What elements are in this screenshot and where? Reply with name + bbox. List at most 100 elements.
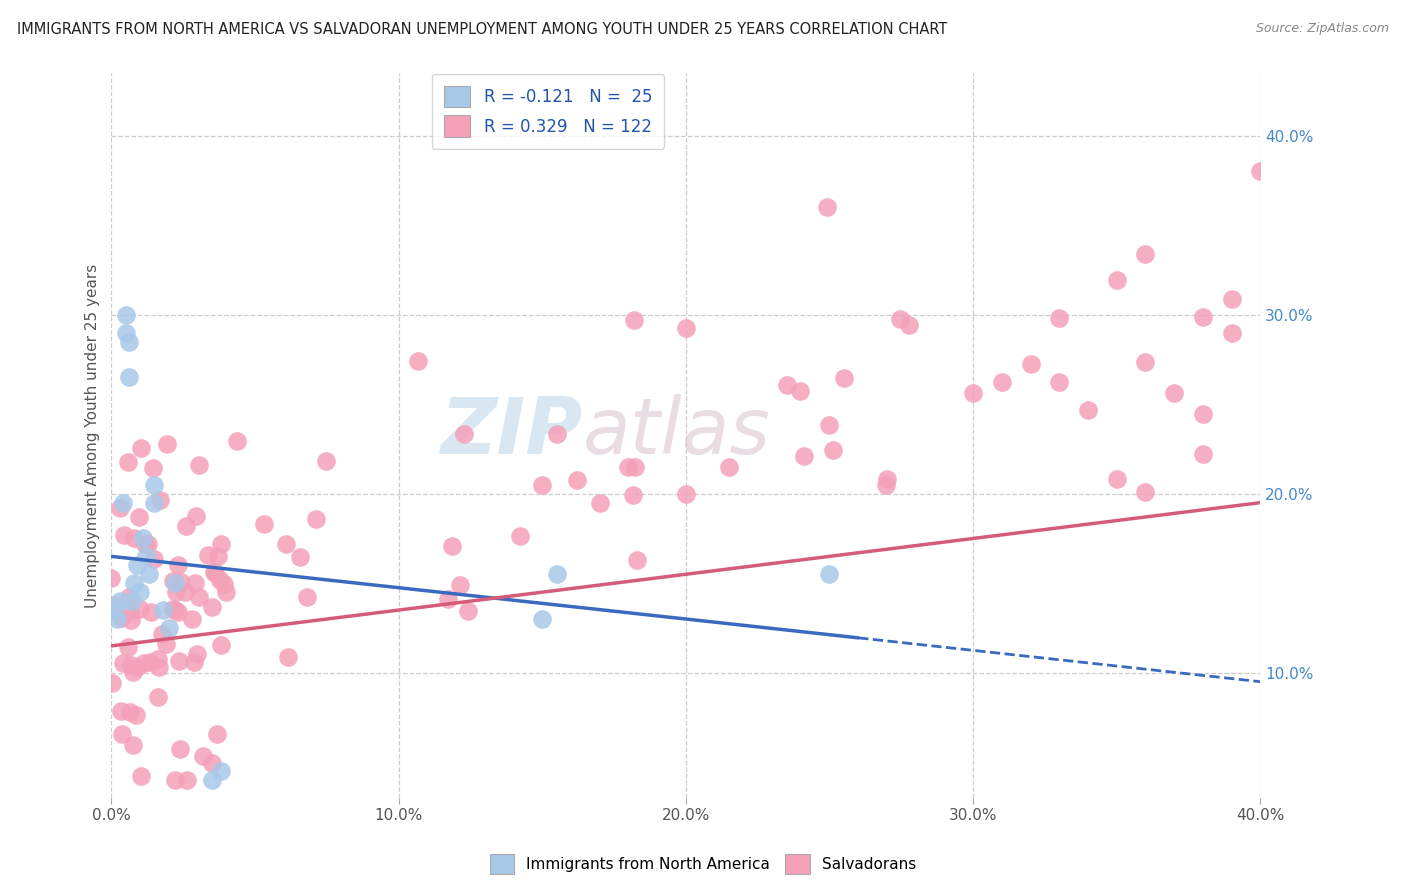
Point: [832, 371, 855, 385]
Point: [1135, 355, 1157, 369]
Point: [129, 602, 152, 616]
Point: [157, 621, 180, 635]
Point: [1047, 375, 1070, 389]
Point: [201, 599, 224, 614]
Point: [167, 655, 190, 669]
Text: ZIP: ZIP: [440, 394, 582, 470]
Point: [148, 660, 170, 674]
Point: [589, 496, 612, 510]
Point: [174, 585, 197, 599]
Point: [138, 655, 160, 669]
Point: [305, 512, 328, 526]
Point: [991, 375, 1014, 389]
Point: [617, 459, 640, 474]
Point: [183, 655, 205, 669]
Point: [565, 473, 588, 487]
Point: [117, 370, 139, 384]
Point: [201, 773, 224, 788]
Point: [170, 574, 193, 589]
Point: [114, 326, 136, 340]
Point: [315, 454, 337, 468]
Point: [169, 741, 191, 756]
Point: [156, 437, 179, 451]
Point: [118, 603, 141, 617]
Point: [121, 594, 143, 608]
Point: [124, 576, 146, 591]
Point: [122, 531, 145, 545]
Point: [100, 676, 122, 690]
Point: [253, 516, 276, 531]
Point: [120, 706, 142, 720]
Point: [117, 334, 139, 349]
Point: [111, 727, 134, 741]
Point: [120, 657, 142, 672]
Point: [776, 377, 799, 392]
Point: [295, 591, 318, 605]
Point: [105, 612, 128, 626]
Point: [148, 492, 170, 507]
Point: [138, 537, 160, 551]
Point: [127, 558, 149, 573]
Point: [623, 312, 645, 326]
Point: [789, 384, 811, 398]
Point: [184, 509, 207, 524]
Point: [100, 571, 122, 585]
Point: [162, 601, 184, 615]
Point: [675, 486, 697, 500]
Point: [143, 552, 166, 566]
Point: [201, 756, 224, 771]
Point: [793, 449, 815, 463]
Point: [176, 518, 198, 533]
Point: [277, 649, 299, 664]
Point: [138, 567, 160, 582]
Point: [509, 529, 531, 543]
Point: [143, 496, 166, 510]
Point: [449, 577, 471, 591]
Legend: R = -0.121   N =  25, R = 0.329   N = 122: R = -0.121 N = 25, R = 0.329 N = 122: [432, 74, 664, 149]
Legend: Immigrants from North America, Salvadorans: Immigrants from North America, Salvadora…: [484, 848, 922, 880]
Point: [112, 657, 135, 671]
Point: [626, 552, 648, 566]
Point: [104, 598, 127, 612]
Point: [215, 584, 238, 599]
Point: [546, 426, 568, 441]
Point: [167, 558, 190, 572]
Point: [122, 738, 145, 752]
Point: [108, 594, 131, 608]
Point: [163, 576, 186, 591]
Point: [152, 603, 174, 617]
Point: [818, 418, 841, 433]
Point: [134, 656, 156, 670]
Point: [110, 704, 132, 718]
Point: [197, 548, 219, 562]
Point: [121, 665, 143, 679]
Point: [1163, 386, 1185, 401]
Point: [143, 477, 166, 491]
Point: [209, 537, 232, 551]
Point: [621, 488, 644, 502]
Point: [128, 509, 150, 524]
Point: [1105, 472, 1128, 486]
Point: [150, 627, 173, 641]
Point: [440, 539, 463, 553]
Point: [457, 604, 479, 618]
Point: [274, 537, 297, 551]
Point: [117, 640, 139, 654]
Point: [127, 660, 149, 674]
Point: [114, 308, 136, 322]
Point: [129, 585, 152, 599]
Point: [1019, 357, 1042, 371]
Point: [1192, 407, 1215, 421]
Point: [193, 749, 215, 764]
Point: [124, 707, 146, 722]
Point: [110, 611, 132, 625]
Point: [815, 200, 838, 214]
Point: [1135, 484, 1157, 499]
Point: [962, 386, 984, 401]
Text: atlas: atlas: [582, 394, 770, 470]
Point: [204, 566, 226, 581]
Point: [118, 591, 141, 605]
Point: [1105, 273, 1128, 287]
Point: [1220, 292, 1243, 306]
Point: [176, 773, 198, 788]
